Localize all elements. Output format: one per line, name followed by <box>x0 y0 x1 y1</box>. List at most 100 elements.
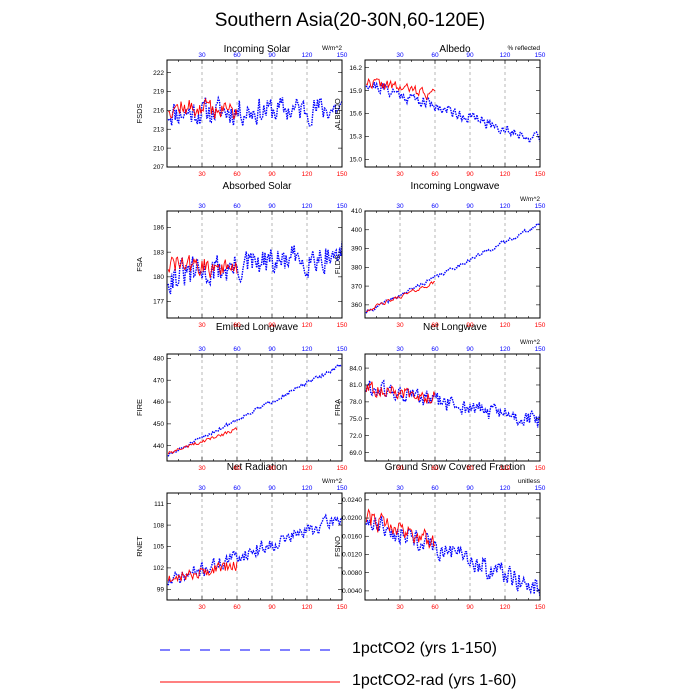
y-tick-label: 15.0 <box>349 157 362 164</box>
panel-title-absorbed-solar: Absorbed Solar <box>222 181 292 192</box>
panel-4: 30 60 90 120 150 30 60 90 120 150 440 450 460 470 480 F… <box>135 346 348 472</box>
series-line-1pctco2 <box>167 363 342 457</box>
x-tick-label-top: 150 <box>535 203 546 210</box>
units-label: W/m^2 <box>520 339 540 346</box>
y-tick-label: 81.0 <box>349 382 362 389</box>
y-tick-label: 0.0120 <box>342 552 362 559</box>
legend-label-1pctco2-rad: 1pctCO2-rad (yrs 1-60) <box>352 672 517 689</box>
panel-frame <box>166 59 343 168</box>
y-tick-label: 183 <box>153 249 164 256</box>
x-tick-label-top: 150 <box>337 203 348 210</box>
series-line-1pctco2 <box>365 379 540 428</box>
x-tick-label-top: 30 <box>396 203 404 210</box>
x-tick-label-top: 60 <box>431 203 439 210</box>
y-tick-label: 99 <box>157 587 165 594</box>
x-tick-label-top: 60 <box>431 346 439 353</box>
y-tick-label: 207 <box>153 164 164 171</box>
y-tick-label: 360 <box>351 302 362 309</box>
legend-swatches <box>160 649 340 683</box>
legend-label-1pctco2: 1pctCO2 (yrs 1-150) <box>352 640 497 657</box>
y-tick-label: 390 <box>351 246 362 253</box>
x-tick-label-top: 60 <box>233 485 241 492</box>
x-tick-label-top: 90 <box>268 346 276 353</box>
x-tick-label-top: 30 <box>396 346 404 353</box>
series-line-1pctco2-rad <box>365 381 436 404</box>
x-tick-label-bottom: 150 <box>337 171 348 178</box>
panel-frame <box>166 492 343 601</box>
x-tick-label-bottom: 150 <box>337 604 348 611</box>
y-tick-label: 222 <box>153 70 164 77</box>
x-tick-label-top: 150 <box>535 52 546 59</box>
figure-title: Southern Asia(20-30N,60-120E) <box>214 10 486 31</box>
panel-title-incoming-solar: Incoming Solar <box>223 44 291 55</box>
panel-title-net-longwave: Net Longwave <box>423 322 487 333</box>
panel-title-snow-fraction: Ground Snow Covered Fraction <box>384 462 526 473</box>
series-line-1pctco2-rad <box>167 97 238 120</box>
panel-title-incoming-longwave: Incoming Longwave <box>410 181 500 192</box>
x-tick-label-top: 90 <box>466 346 474 353</box>
x-tick-label-bottom: 90 <box>268 465 276 472</box>
x-tick-label-bottom: 30 <box>396 465 404 472</box>
x-tick-label-bottom: 60 <box>233 171 241 178</box>
x-tick-label-top: 60 <box>233 52 241 59</box>
x-tick-label-bottom: 90 <box>466 322 474 329</box>
y-axis-label: ALBEDO <box>333 98 342 129</box>
y-tick-label: 0.0080 <box>342 570 362 577</box>
y-tick-label: 0.0040 <box>342 588 362 595</box>
series-line-1pctco2-rad <box>366 281 435 313</box>
y-tick-label: 400 <box>351 227 362 234</box>
units-label: % reflected <box>507 45 540 52</box>
y-tick-label: 380 <box>351 265 362 272</box>
x-tick-label-bottom: 60 <box>233 465 241 472</box>
y-tick-label: 480 <box>153 356 164 363</box>
x-tick-label-top: 90 <box>466 52 474 59</box>
y-axis-label: FIRA <box>333 399 342 416</box>
x-tick-label-bottom: 30 <box>396 322 404 329</box>
x-tick-label-bottom: 90 <box>466 171 474 178</box>
y-tick-label: 213 <box>153 126 164 133</box>
x-tick-label-bottom: 90 <box>268 322 276 329</box>
y-tick-label: 219 <box>153 89 164 96</box>
y-axis-label: FSDS <box>135 103 144 123</box>
x-tick-label-bottom: 60 <box>431 322 439 329</box>
y-tick-label: 450 <box>153 421 164 428</box>
x-tick-label-bottom: 150 <box>337 465 348 472</box>
x-tick-label-top: 90 <box>268 203 276 210</box>
x-tick-label-bottom: 120 <box>302 171 313 178</box>
panel-0: 30 60 90 120 150 30 60 90 120 150 207 210 213 216 219 2… <box>135 45 348 178</box>
x-tick-label-top: 90 <box>466 485 474 492</box>
x-tick-label-top: 90 <box>268 485 276 492</box>
x-tick-label-bottom: 60 <box>233 604 241 611</box>
x-tick-label-bottom: 30 <box>198 322 206 329</box>
x-tick-label-bottom: 90 <box>466 604 474 611</box>
y-axis-label: FSNO <box>333 536 342 557</box>
y-tick-label: 84.0 <box>349 365 362 372</box>
x-tick-label-top: 120 <box>302 52 313 59</box>
x-tick-label-bottom: 150 <box>535 465 546 472</box>
x-tick-label-bottom: 30 <box>198 465 206 472</box>
y-tick-label: 216 <box>153 108 164 115</box>
y-tick-label: 410 <box>351 208 362 215</box>
x-tick-label-top: 120 <box>500 203 511 210</box>
panel-title-net-radiation: Net Radiation <box>226 462 288 473</box>
x-tick-label-top: 60 <box>233 203 241 210</box>
x-tick-label-bottom: 120 <box>500 465 511 472</box>
y-tick-label: 0.0160 <box>342 533 362 540</box>
y-tick-label: 0.0200 <box>342 515 362 522</box>
x-tick-label-top: 30 <box>198 346 206 353</box>
series-line-1pctco2 <box>167 95 342 127</box>
x-tick-label-bottom: 90 <box>268 604 276 611</box>
panel-title-emitted-longwave: Emitted Longwave <box>215 322 299 333</box>
x-tick-label-bottom: 150 <box>535 322 546 329</box>
x-tick-label-top: 150 <box>337 52 348 59</box>
panel-6: 30 60 90 120 150 30 60 90 120 150 99 102 105 108 111 RN… <box>135 478 348 611</box>
x-tick-label-top: 30 <box>396 52 404 59</box>
panel-7: 30 60 90 120 150 30 60 90 120 150 0.0040 0.0080 0.01… <box>333 478 546 611</box>
x-tick-label-bottom: 150 <box>535 171 546 178</box>
panel-title-albedo: Albedo <box>439 44 471 55</box>
y-tick-label: 16.2 <box>349 65 362 72</box>
x-tick-label-bottom: 150 <box>535 604 546 611</box>
